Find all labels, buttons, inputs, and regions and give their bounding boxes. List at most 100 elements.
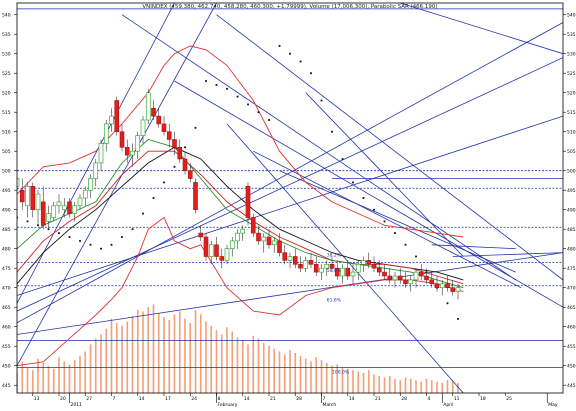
candle-up — [361, 260, 366, 265]
candle-down — [382, 271, 387, 277]
sar-dot — [142, 212, 144, 215]
sar-dot — [205, 80, 207, 82]
candle-up — [350, 271, 356, 277]
volume-bar — [404, 377, 407, 393]
volume-bar — [173, 314, 176, 393]
volume-bar — [31, 370, 34, 393]
candle-up — [355, 263, 361, 273]
x-tick-label: 28 — [296, 396, 302, 402]
volume-bar — [336, 364, 339, 393]
y-tick-label-right: 510 — [567, 130, 576, 136]
y-tick-label-left: 480 — [2, 247, 11, 253]
sar-dot — [152, 197, 155, 199]
trend-line — [17, 252, 563, 335]
candle-down — [214, 244, 219, 257]
sar-dot — [215, 84, 218, 86]
candle-down — [119, 131, 125, 148]
volume-bar — [299, 355, 302, 393]
candle-down — [429, 279, 435, 285]
y-tick-label-right: 450 — [567, 364, 576, 370]
candle-down — [397, 275, 403, 281]
volume-bar — [399, 380, 402, 393]
candle-up — [392, 275, 398, 281]
y-tick-label-left: 525 — [2, 71, 11, 77]
trend-line — [305, 92, 464, 257]
x-tick-label: 25 — [506, 396, 512, 402]
y-tick-label-right: 500 — [567, 169, 576, 175]
sar-dot — [394, 232, 396, 234]
candle-down — [172, 139, 177, 148]
candle-up — [25, 186, 30, 207]
sar-dot — [268, 119, 270, 121]
volume-bar — [425, 378, 428, 393]
sar-dot — [446, 302, 449, 305]
trend-line — [400, 3, 563, 55]
y-tick-label-right: 485 — [567, 227, 576, 233]
trend-line — [253, 150, 522, 289]
sar-dot — [58, 232, 60, 234]
volume-bar — [394, 378, 396, 393]
sar-dot — [341, 158, 344, 160]
y-tick-label-right: 465 — [567, 305, 576, 311]
volume-bar — [199, 314, 202, 393]
sar-dot — [89, 243, 92, 246]
candle-down — [345, 267, 351, 277]
y-tick-label-right: 540 — [567, 13, 576, 19]
volume-bar — [215, 330, 218, 393]
candle-down — [366, 260, 372, 265]
candle-up — [455, 287, 461, 292]
volume-bar — [441, 382, 444, 393]
volume-bar — [436, 381, 438, 393]
volume-bar — [241, 340, 244, 393]
volume-bar — [73, 360, 76, 393]
sar-dot — [68, 236, 71, 238]
volume-bar — [352, 370, 354, 393]
sar-dot — [373, 208, 375, 211]
x-tick-label: 21 — [375, 396, 381, 402]
volume-bar — [79, 355, 81, 393]
candle-down — [445, 283, 450, 288]
candle-up — [35, 193, 41, 211]
volume-bar — [94, 338, 97, 393]
y-tick-label-right: 460 — [567, 325, 576, 331]
sar-dot — [278, 45, 281, 47]
candle-down — [177, 147, 183, 160]
candle-up — [135, 135, 141, 152]
candle-down — [334, 267, 340, 277]
volume-bar — [210, 325, 213, 393]
candle-down — [387, 275, 393, 281]
volume-bar — [383, 377, 386, 393]
candle-up — [51, 205, 57, 218]
sar-dot — [121, 236, 123, 238]
sar-dot — [320, 99, 323, 102]
x-tick-label: 13 — [34, 396, 40, 402]
candle-up — [109, 115, 114, 125]
y-tick-label-right: 495 — [567, 188, 576, 194]
y-tick-label-left: 485 — [2, 227, 11, 233]
y-tick-label-left: 445 — [2, 383, 11, 389]
candle-up — [261, 236, 267, 242]
candle-up — [240, 228, 246, 234]
y-tick-label-left: 475 — [2, 266, 11, 272]
y-tick-label-right: 515 — [567, 110, 576, 116]
volume-bar — [357, 371, 360, 393]
candle-up — [130, 150, 135, 156]
x-tick-label: 11 — [454, 396, 460, 402]
candle-up — [72, 205, 78, 214]
sar-dot — [17, 216, 18, 219]
volume-bar — [42, 362, 45, 393]
sar-dot — [184, 146, 186, 149]
candle-up — [140, 119, 146, 136]
candle-up — [17, 178, 20, 187]
x-tick-label: 18 — [480, 396, 486, 402]
candle-up — [413, 271, 419, 281]
sar-dot — [47, 228, 50, 231]
volume-bar — [325, 362, 328, 393]
sar-dot — [194, 126, 197, 129]
sar-dot — [310, 72, 312, 75]
volume-bar — [236, 337, 239, 393]
y-tick-label-right: 525 — [567, 71, 576, 77]
candle-up — [229, 240, 235, 249]
